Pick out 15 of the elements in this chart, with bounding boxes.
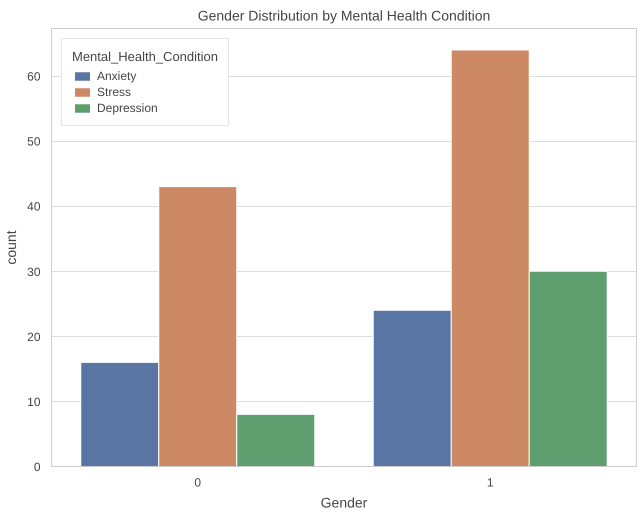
legend-label: Stress (97, 85, 132, 99)
y-axis-title: count (3, 230, 20, 265)
y-tick-label: 60 (27, 70, 41, 84)
legend-title: Mental_Health_Condition (72, 49, 218, 64)
legend-label: Depression (97, 101, 158, 115)
chart-title: Gender Distribution by Mental Health Condition (198, 8, 490, 24)
y-tick-label: 0 (34, 460, 41, 474)
y-tick-label: 30 (27, 264, 41, 279)
y-tick-label: 10 (27, 394, 41, 409)
x-tick-label: 1 (486, 476, 494, 490)
legend-label: Anxiety (97, 69, 136, 83)
y-tick-label: 20 (27, 330, 41, 344)
x-axis-title: Gender (320, 494, 368, 510)
y-tick-label: 50 (27, 134, 41, 149)
y-tick-label: 40 (27, 200, 41, 214)
